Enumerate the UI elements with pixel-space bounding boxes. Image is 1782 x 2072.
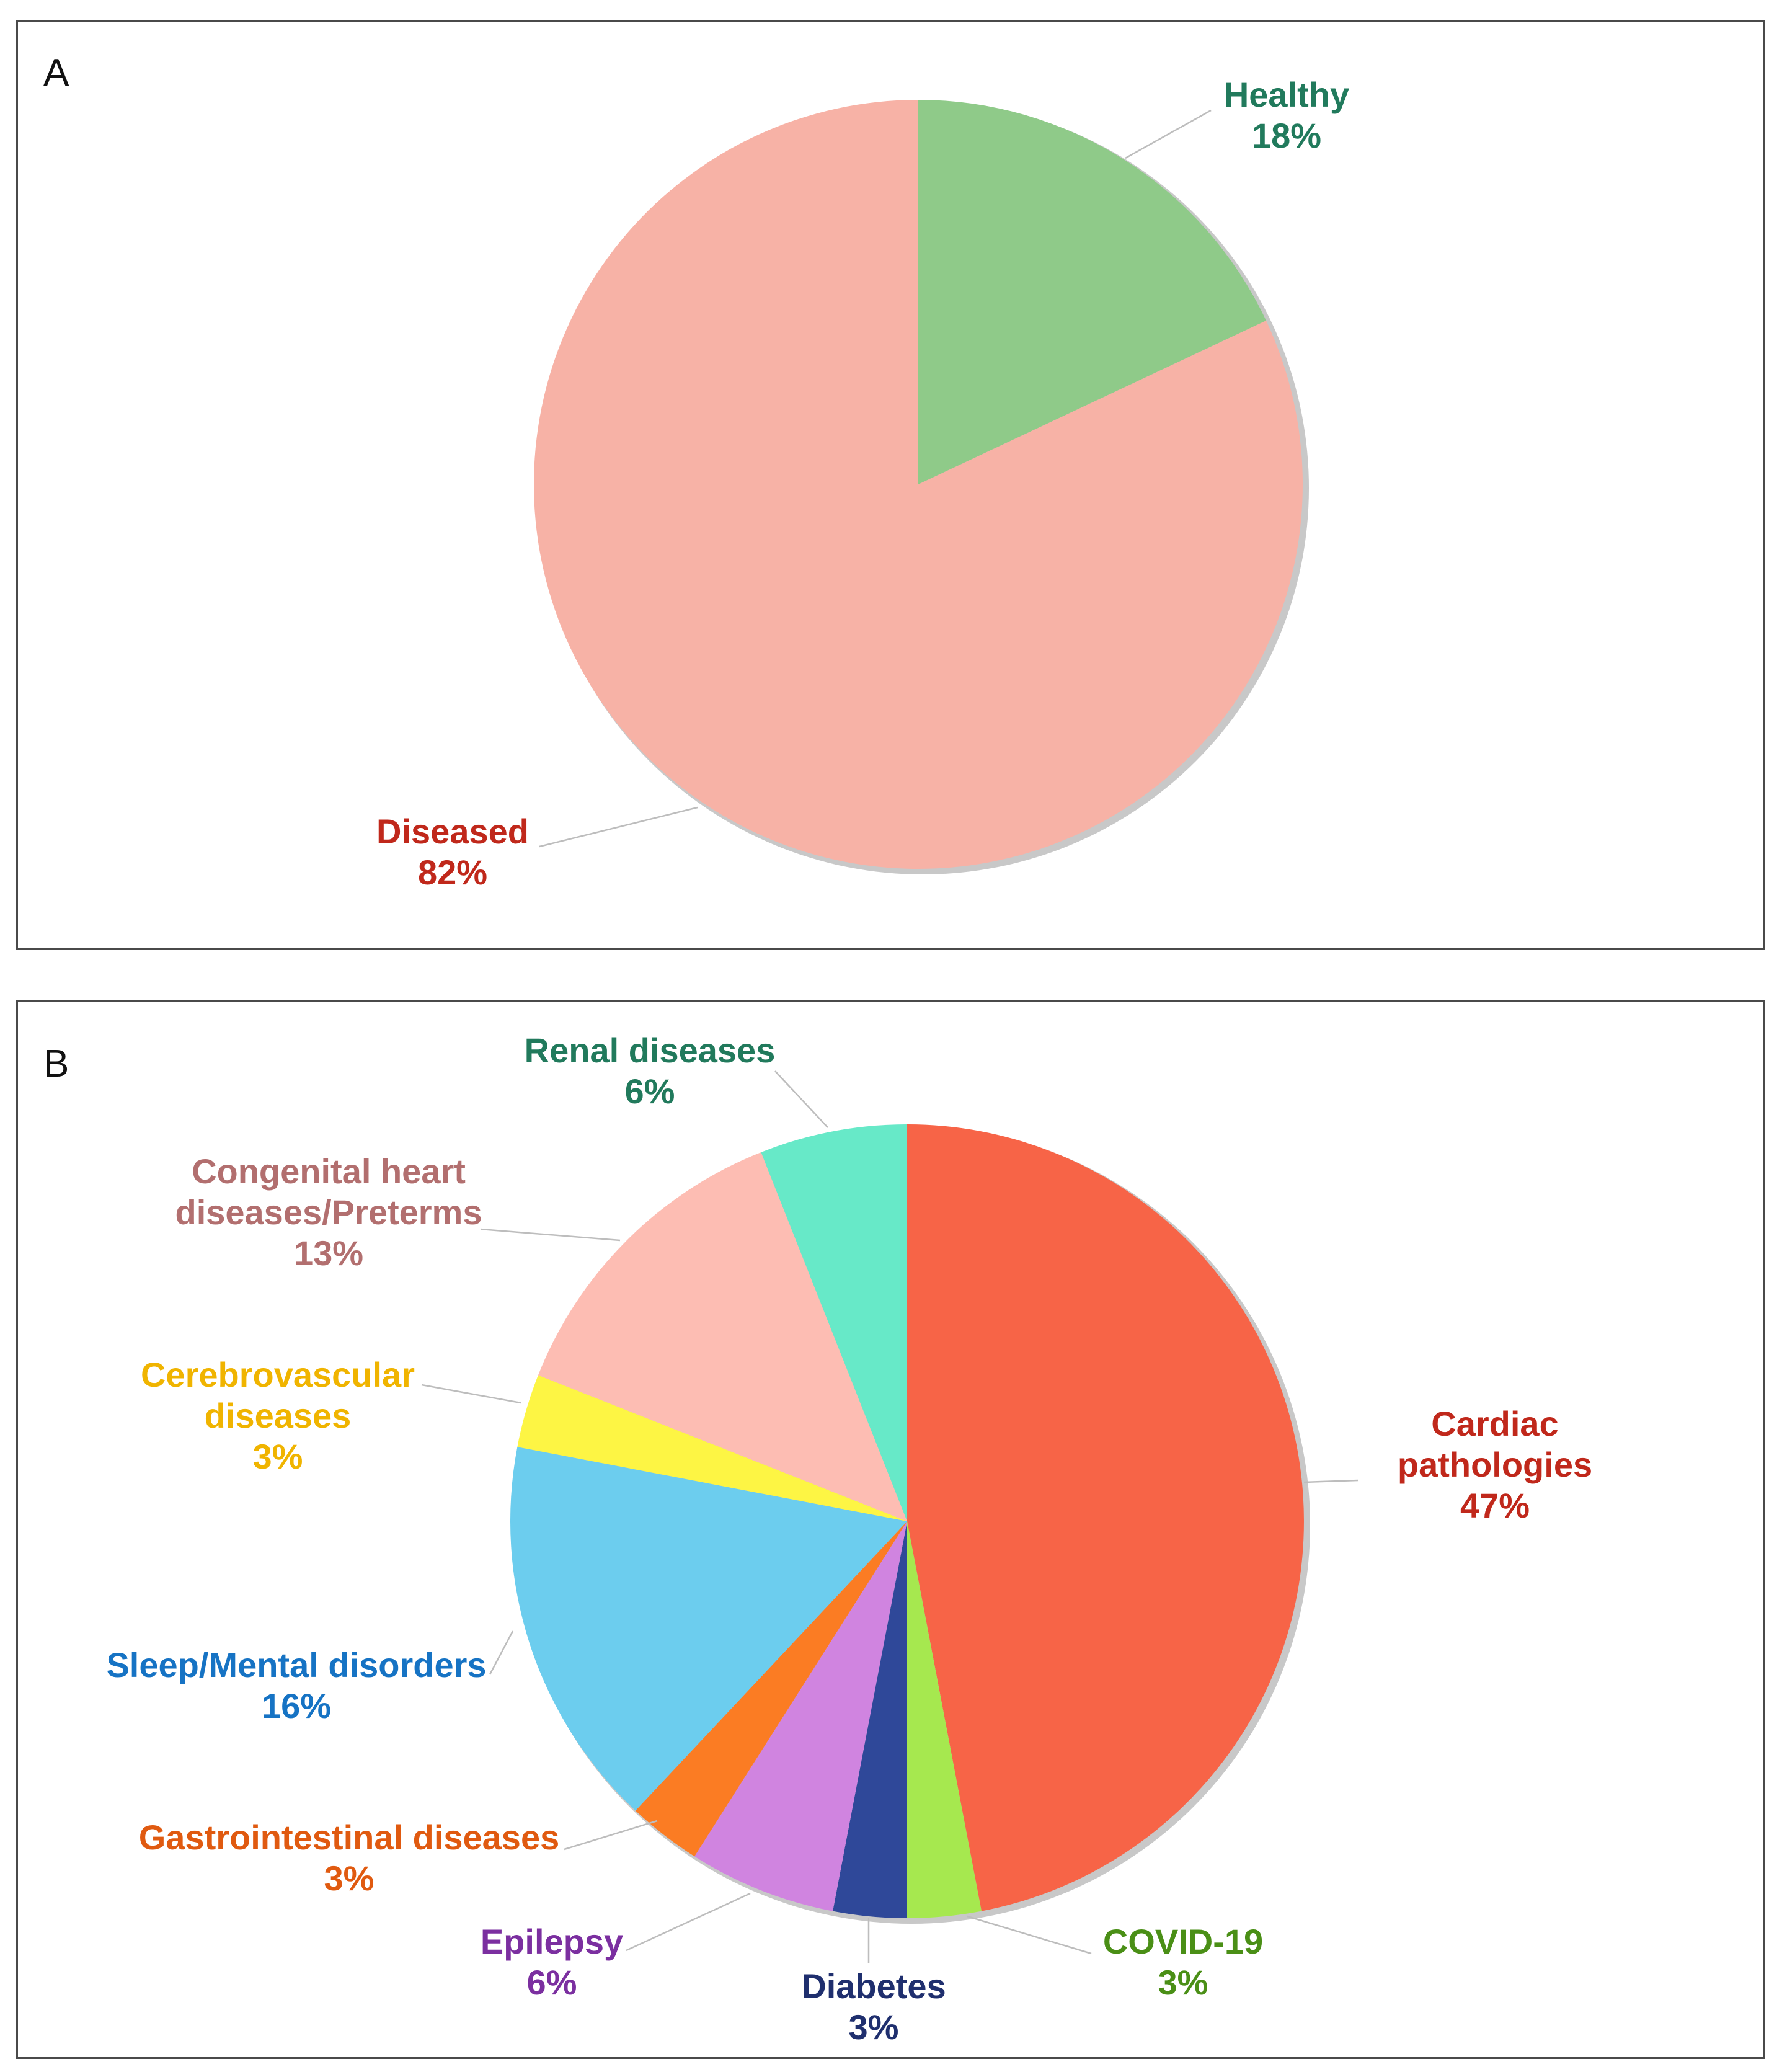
pie-b-leader-renal-diseases — [774, 1070, 828, 1128]
pie-b-slice-sleep-mental-disorders — [510, 1447, 907, 1811]
pie-b-leader-gastrointestinal-diseases — [564, 1820, 658, 1851]
pie-b-leader-epilepsy — [626, 1892, 751, 1952]
pie-b-label-epilepsy: Epilepsy 6% — [481, 1922, 623, 2002]
pie-b-label-line: COVID-19 — [1103, 1922, 1263, 1961]
pie-b-label-cardiac-pathologies: Cardiac pathologies 47% — [1398, 1404, 1592, 1525]
pie-b-slice-gastrointestinal-diseases — [635, 1521, 907, 1857]
panel-a-letter: A — [43, 51, 69, 94]
pie-a-value-healthy: 18% — [1252, 116, 1321, 155]
pie-a-leader-healthy — [1125, 109, 1212, 159]
pie-b-label-line: Epilepsy — [481, 1922, 623, 1961]
pie-b-leader-cerebrovascular-diseases — [421, 1384, 521, 1404]
pie-chart-b: Cardiac pathologies 47%COVID-19 3%Diabetes 3… — [106, 1031, 1592, 2047]
pie-a-label-line: Diseased — [376, 812, 529, 851]
pie-b-label-line: diseases/Preterms — [175, 1193, 482, 1232]
pie-b-leader-cardiac-pathologies — [1303, 1479, 1359, 1483]
pie-b-label-renal-diseases: Renal diseases 6% — [525, 1031, 776, 1111]
pie-b-label-gastrointestinal-diseases: Gastrointestinal diseases 3% — [139, 1818, 560, 1898]
pie-b-label-line: Congenital heart — [192, 1152, 466, 1191]
pie-b-label-line: Renal diseases — [525, 1031, 776, 1070]
pie-b-slice-cerebrovascular-diseases — [517, 1375, 907, 1521]
pie-b-label-line: diseases — [205, 1396, 352, 1435]
pie-a-slice-diseased — [533, 100, 1303, 869]
pie-b-label-line: Gastrointestinal diseases — [139, 1818, 560, 1857]
pie-b-label-line: Diabetes — [801, 1967, 946, 2006]
pie-b-leader-sleep-mental-disorders — [489, 1630, 514, 1675]
pie-a-leader-diseased — [539, 806, 698, 848]
pie-b-value-covid-19: 3% — [1158, 1963, 1208, 2002]
pie-b-value-cerebrovascular-diseases: 3% — [253, 1437, 303, 1476]
pie-b-leader-covid-19 — [967, 1915, 1092, 1955]
pie-b-label-cerebrovascular-diseases: Cerebrovascular diseases 3% — [141, 1355, 415, 1476]
pie-b-label-line: pathologies — [1398, 1445, 1592, 1484]
pie-b-slice-renal-diseases — [761, 1124, 907, 1521]
pie-b-label-congenital-heart-diseases-preterms: Congenital heart diseases/Preterms 13% — [175, 1152, 482, 1273]
pie-b-value-renal-diseases: 6% — [625, 1072, 675, 1111]
pie-b-label-line: Cardiac — [1431, 1404, 1558, 1443]
pie-a-label-healthy: Healthy 18% — [1224, 75, 1349, 155]
pie-b-label-covid-19: COVID-19 3% — [1103, 1922, 1263, 2002]
pie-b-value-sleep-mental-disorders: 16% — [262, 1686, 331, 1725]
pie-b-label-line: Sleep/Mental disorders — [106, 1645, 486, 1684]
pie-a-slice-healthy — [918, 100, 1266, 484]
pie-b-label-sleep-mental-disorders: Sleep/Mental disorders 16% — [106, 1645, 486, 1725]
panel-b-letter: B — [43, 1043, 69, 1085]
pie-b-value-diabetes: 3% — [849, 2008, 899, 2047]
pie-a-label-line: Healthy — [1224, 75, 1349, 114]
pie-b-slice-cardiac-pathologies — [907, 1124, 1304, 1911]
pie-b-value-cardiac-pathologies: 47% — [1460, 1486, 1530, 1525]
pie-b-slice-congenital-heart-diseases-preterms — [538, 1152, 907, 1521]
pie-a-label-diseased: Diseased 82% — [376, 812, 529, 892]
pie-a-value-diseased: 82% — [418, 853, 487, 892]
pie-b-value-congenital-heart-diseases-preterms: 13% — [294, 1234, 363, 1273]
pie-b-slice-diabetes — [833, 1521, 907, 1918]
pie-b-label-diabetes: Diabetes 3% — [801, 1967, 946, 2047]
pie-b-value-gastrointestinal-diseases: 3% — [324, 1859, 375, 1898]
pie-b-slice-epilepsy — [694, 1521, 907, 1911]
pie-b-leader-congenital-heart-diseases-preterms — [480, 1228, 621, 1242]
pie-b-value-epilepsy: 6% — [527, 1963, 577, 2002]
pie-b-slice-covid-19 — [907, 1521, 982, 1918]
pie-b-label-line: Cerebrovascular — [141, 1355, 415, 1394]
pie-chart-a: Healthy 18% Diseased 82% — [376, 75, 1349, 892]
